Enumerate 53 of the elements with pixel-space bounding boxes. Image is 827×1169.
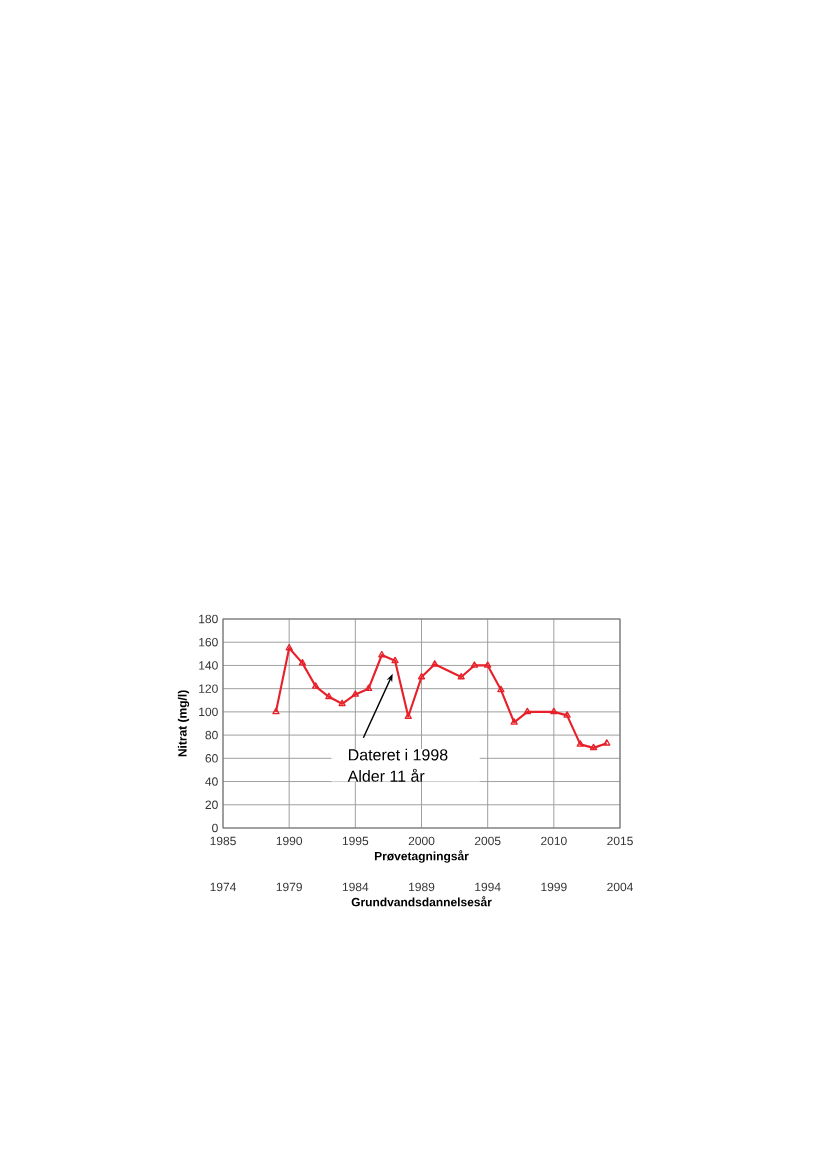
x2-tick-label: 1999: [541, 882, 567, 892]
point: [484, 661, 492, 668]
point: [589, 743, 598, 751]
y-tick-label: 160: [199, 637, 218, 647]
point: [563, 711, 571, 718]
annotation: Alder 11 år: [347, 768, 425, 782]
point: [417, 672, 426, 680]
point: [378, 650, 386, 658]
point: [325, 692, 333, 700]
point: [470, 661, 479, 668]
y-tick-label: 0: [212, 823, 218, 833]
x2-tick-label: 1994: [475, 882, 501, 892]
x-tick-label: 2005: [474, 836, 501, 846]
point: [431, 660, 439, 667]
x2-tick-label: 1974: [210, 882, 236, 892]
x2-tick-label: 2004: [607, 882, 633, 892]
y-tick-label: 180: [199, 614, 218, 624]
x2-tick-label: 1979: [276, 882, 302, 892]
point: [404, 712, 412, 719]
y-tick-label: 20: [205, 800, 218, 810]
annotation: Dateret i 1998: [348, 748, 448, 761]
y-tick-label: 80: [205, 730, 218, 740]
point: [338, 699, 346, 707]
point: [364, 684, 373, 692]
x-tick-label: 1990: [276, 836, 303, 846]
point: [510, 718, 518, 725]
y-tick-label: 140: [199, 661, 218, 670]
point: [523, 707, 532, 715]
y-tick-label: 40: [205, 777, 218, 786]
point: [497, 685, 505, 693]
x-tick-label: 2015: [607, 836, 633, 846]
point: [285, 643, 293, 651]
x2-tick-label: 1984: [342, 882, 369, 892]
y-tick-label: 100: [199, 707, 218, 717]
x-tick-label: 2000: [408, 836, 435, 846]
point: [298, 658, 307, 666]
point: [550, 707, 558, 715]
point: [576, 740, 584, 747]
point: [603, 739, 611, 746]
y-tick-label: 60: [205, 754, 218, 763]
x2-axis-title: Grundvandsdannelsesår: [351, 896, 492, 907]
point: [391, 656, 399, 664]
point: [311, 682, 320, 689]
x-tick-label: 1985: [210, 836, 236, 846]
x2-tick-label: 1989: [409, 882, 435, 892]
x-tick-label: 2010: [541, 836, 567, 846]
point: [272, 707, 280, 715]
point: [351, 690, 360, 697]
y-tick-label: 120: [199, 684, 218, 693]
point: [457, 672, 465, 680]
x-axis-title: Prøvetagningsår: [374, 850, 469, 863]
x-tick-label: 1995: [342, 836, 369, 846]
y-axis-title: Nitrat (mg/l): [177, 690, 190, 757]
